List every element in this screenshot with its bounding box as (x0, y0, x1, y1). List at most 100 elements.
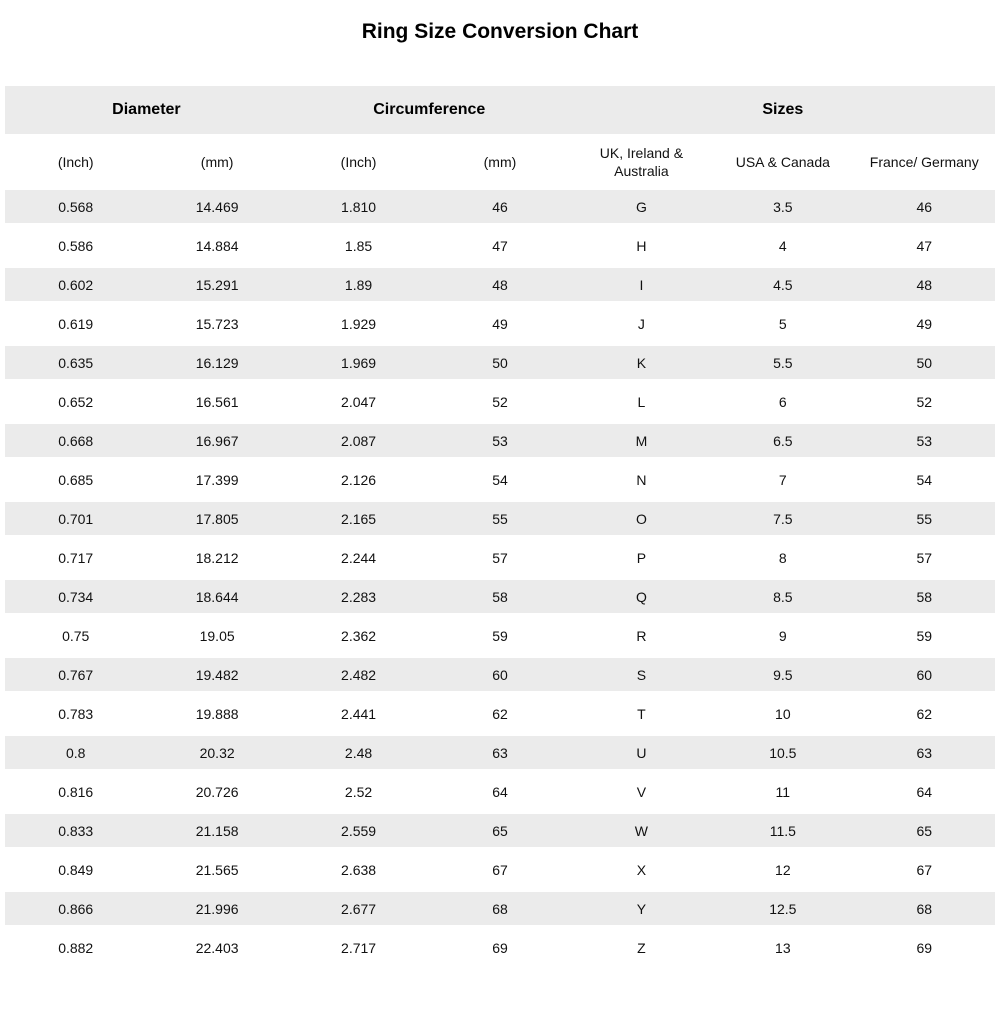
group-header-diameter: Diameter (5, 86, 288, 134)
cell-diameter-mm: 19.888 (195, 705, 239, 722)
cell-circumference-inch: 2.559 (287, 814, 430, 847)
cell-size-france-germany: 46 (853, 190, 995, 223)
table-row: 0.783 19.888 2.441 62 T 10 62 (5, 697, 995, 730)
cell-diameter-mm: 19.05 (199, 627, 235, 644)
cell-size-france-germany: 68 (853, 892, 995, 925)
cell-size-usa-canada: 8.5 (712, 580, 854, 613)
cell-size-uk-ireland-australia: X (636, 861, 647, 878)
cell-diameter-mm: 14.884 (195, 237, 239, 254)
column-header-uk-ireland-australia: UK, Ireland & Australia (570, 140, 713, 184)
table-row: 0.833 21.158 2.559 65 W 11.5 65 (5, 814, 995, 847)
cell-size-usa-canada: 5 (778, 315, 787, 332)
cell-circumference-inch: 1.969 (287, 346, 430, 379)
cell-circumference-inch: 2.283 (287, 580, 430, 613)
table-row: 0.767 19.482 2.482 60 S 9.5 60 (5, 658, 995, 691)
cell-diameter-mm: 16.129 (146, 346, 288, 379)
cell-diameter-mm: 20.32 (146, 736, 288, 769)
cell-diameter-mm: 15.723 (195, 315, 239, 332)
column-header-diameter-mm: (mm) (146, 140, 288, 184)
cell-size-uk-ireland-australia: Y (570, 892, 713, 925)
cell-circumference-mm: 52 (492, 393, 508, 410)
cell-size-uk-ireland-australia: G (570, 190, 713, 223)
table-row: 0.8 20.32 2.48 63 U 10.5 63 (5, 736, 995, 769)
cell-size-usa-canada: 6 (778, 393, 787, 410)
cell-size-usa-canada: 4.5 (712, 268, 854, 301)
cell-size-france-germany: 52 (916, 393, 933, 410)
cell-circumference-mm: 54 (492, 471, 508, 488)
cell-diameter-mm: 18.212 (195, 549, 239, 566)
cell-size-france-germany: 53 (853, 424, 995, 457)
cell-circumference-inch: 2.677 (287, 892, 430, 925)
group-header-row: Diameter Circumference Sizes (5, 86, 995, 134)
cell-diameter-mm: 21.158 (146, 814, 288, 847)
cell-size-uk-ireland-australia: T (637, 705, 646, 722)
cell-size-usa-canada: 7.5 (712, 502, 854, 535)
cell-circumference-mm: 50 (429, 346, 571, 379)
cell-diameter-mm: 16.967 (146, 424, 288, 457)
table-row: 0.619 15.723 1.929 49 J 5 49 (5, 307, 995, 340)
column-header-circumference-mm: (mm) (429, 140, 571, 184)
cell-size-uk-ireland-australia: L (637, 393, 646, 410)
cell-size-usa-canada: 5.5 (712, 346, 854, 379)
cell-circumference-inch: 2.362 (341, 627, 377, 644)
cell-diameter-inch: 0.635 (5, 346, 147, 379)
cell-circumference-inch: 2.482 (287, 658, 430, 691)
cell-diameter-mm: 19.482 (146, 658, 288, 691)
table-row: 0.701 17.805 2.165 55 O 7.5 55 (5, 502, 995, 535)
cell-size-france-germany: 62 (916, 705, 933, 722)
cell-circumference-inch: 2.638 (341, 861, 377, 878)
cell-circumference-inch: 2.244 (341, 549, 377, 566)
column-header-circumference-inch: (Inch) (287, 140, 430, 184)
cell-size-uk-ireland-australia: N (636, 471, 647, 488)
cell-circumference-inch: 2.717 (341, 939, 377, 956)
cell-size-uk-ireland-australia: O (570, 502, 713, 535)
table-row: 0.75 19.05 2.362 59 R 9 59 (5, 619, 995, 652)
cell-diameter-mm: 16.561 (195, 393, 239, 410)
group-header-sizes: Sizes (570, 86, 995, 134)
cell-size-uk-ireland-australia: I (570, 268, 713, 301)
cell-diameter-inch: 0.602 (5, 268, 147, 301)
cell-diameter-inch: 0.783 (58, 705, 94, 722)
cell-diameter-inch: 0.685 (58, 471, 94, 488)
table-row: 0.734 18.644 2.283 58 Q 8.5 58 (5, 580, 995, 613)
cell-size-uk-ireland-australia: U (570, 736, 713, 769)
cell-size-uk-ireland-australia: Z (637, 939, 646, 956)
cell-size-uk-ireland-australia: S (570, 658, 713, 691)
cell-size-usa-canada: 7 (778, 471, 787, 488)
cell-size-uk-ireland-australia: K (570, 346, 713, 379)
table-row: 0.668 16.967 2.087 53 M 6.5 53 (5, 424, 995, 457)
table-row: 0.602 15.291 1.89 48 I 4.5 48 (5, 268, 995, 301)
cell-size-uk-ireland-australia: P (636, 549, 647, 566)
table-body: 0.568 14.469 1.810 46 G 3.5 46 0.586 14.884 1.85 4… (5, 190, 995, 964)
cell-diameter-mm: 21.565 (195, 861, 239, 878)
cell-circumference-inch: 2.441 (341, 705, 377, 722)
cell-circumference-mm: 65 (429, 814, 571, 847)
cell-diameter-inch: 0.701 (5, 502, 147, 535)
cell-size-france-germany: 49 (916, 315, 933, 332)
cell-size-usa-canada: 10.5 (712, 736, 854, 769)
cell-size-france-germany: 59 (916, 627, 933, 644)
cell-size-uk-ireland-australia: R (636, 627, 647, 644)
cell-circumference-mm: 59 (492, 627, 508, 644)
cell-size-france-germany: 48 (853, 268, 995, 301)
column-header-france-germany: France/ Germany (853, 140, 995, 184)
cell-size-france-germany: 58 (853, 580, 995, 613)
cell-diameter-inch: 0.849 (58, 861, 94, 878)
table-row: 0.866 21.996 2.677 68 Y 12.5 68 (5, 892, 995, 925)
cell-size-uk-ireland-australia: Q (570, 580, 713, 613)
cell-diameter-inch: 0.75 (62, 627, 90, 644)
cell-circumference-mm: 53 (429, 424, 571, 457)
cell-circumference-mm: 64 (492, 783, 508, 800)
cell-diameter-inch: 0.882 (58, 939, 94, 956)
cell-circumference-inch: 1.929 (341, 315, 377, 332)
column-header-row: (Inch) (mm) (Inch) (mm) UK, Ireland & Au… (5, 140, 995, 184)
table-row: 0.816 20.726 2.52 64 V 11 64 (5, 775, 995, 808)
cell-size-usa-canada: 9.5 (712, 658, 854, 691)
cell-size-usa-canada: 9 (778, 627, 787, 644)
cell-circumference-inch: 1.89 (287, 268, 430, 301)
cell-size-france-germany: 65 (853, 814, 995, 847)
cell-circumference-mm: 57 (492, 549, 508, 566)
table-row: 0.568 14.469 1.810 46 G 3.5 46 (5, 190, 995, 223)
cell-diameter-mm: 22.403 (195, 939, 239, 956)
cell-size-france-germany: 63 (853, 736, 995, 769)
